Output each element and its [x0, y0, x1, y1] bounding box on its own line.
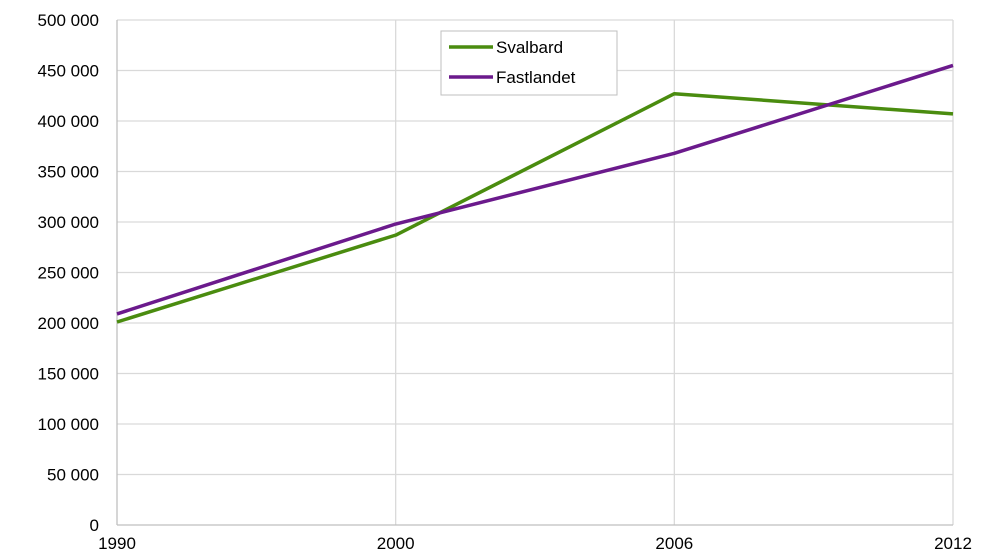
y-tick-label: 400 000 [38, 112, 99, 131]
series-line-0 [116, 91, 954, 324]
axes [116, 20, 953, 526]
legend-label: Svalbard [496, 38, 563, 57]
legend-label: Fastlandet [496, 68, 576, 87]
series-lines [116, 63, 954, 324]
x-tick-label: 2012 [934, 534, 972, 551]
series-line-1 [116, 63, 954, 316]
x-tick-label: 2006 [655, 534, 693, 551]
legend-items: Svalbard Fastlandet [449, 38, 576, 87]
y-tick-label: 500 000 [38, 11, 99, 30]
y-tick-label: 350 000 [38, 163, 99, 182]
y-tick-label: 50 000 [47, 466, 99, 485]
y-tick-label: 250 000 [38, 264, 99, 283]
x-tick-label: 2000 [377, 534, 415, 551]
legend: Svalbard Fastlandet [440, 30, 618, 96]
legend-box [440, 30, 618, 96]
y-tick-labels: 0 50 000 100 000 150 000 200 000 250 000 300 0… [38, 11, 99, 535]
y-tick-label: 300 000 [38, 213, 99, 232]
x-tick-labels: 1990 2000 2006 2012 [98, 534, 972, 551]
y-tick-label: 0 [90, 516, 99, 535]
y-tick-label: 150 000 [38, 365, 99, 384]
gridlines [117, 19, 954, 525]
y-tick-label: 200 000 [38, 314, 99, 333]
x-tick-label: 1990 [98, 534, 136, 551]
y-tick-label: 100 000 [38, 415, 99, 434]
y-tick-label: 450 000 [38, 62, 99, 81]
